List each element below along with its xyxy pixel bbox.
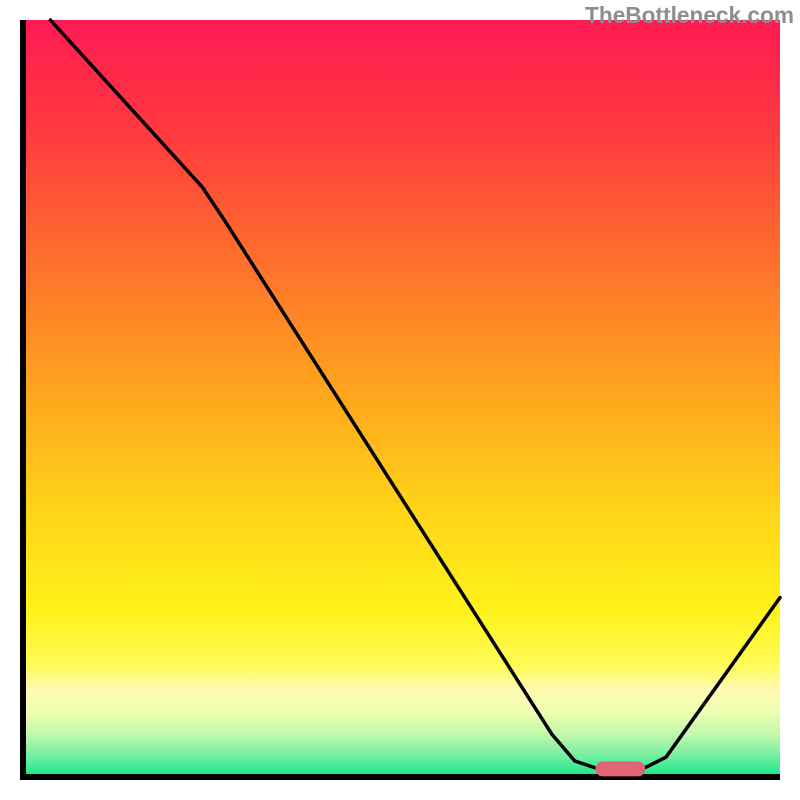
optimal-range-marker: [596, 761, 645, 776]
bottleneck-chart: TheBottleneck.com: [0, 0, 800, 800]
chart-curve: [20, 20, 780, 780]
watermark-text: TheBottleneck.com: [585, 2, 794, 29]
